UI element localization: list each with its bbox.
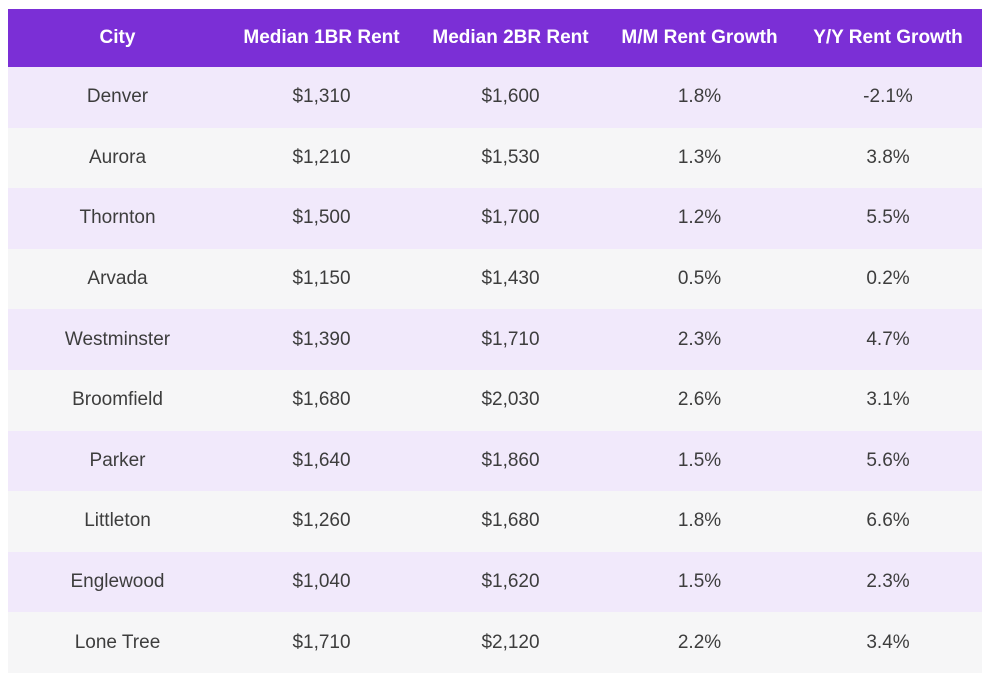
cell-median-2br-rent: $1,700: [481, 207, 540, 229]
cell-mm-rent-growth: 0.5%: [677, 268, 722, 290]
table-row: Englewood $1,040 $1,620 1.5% 2.3%: [8, 551, 982, 613]
cell-median-2br-rent: $1,430: [481, 268, 540, 290]
rent-table: City Median 1BR Rent Median 2BR Rent M/M Re…: [8, 9, 982, 673]
cell-yy-rent-growth: 4.7%: [866, 328, 910, 350]
cell-median-1br-rent: $1,260: [292, 510, 351, 532]
table-row: Aurora $1,210 $1,530 1.3% 3.8%: [8, 127, 982, 189]
cell-yy-rent-growth: 3.4%: [866, 631, 910, 653]
cell-median-2br-rent: $1,710: [481, 328, 540, 350]
cell-city: Arvada: [87, 268, 148, 290]
cell-city: Denver: [86, 86, 149, 108]
column-header-median-2br-rent: Median 2BR Rent: [432, 27, 589, 48]
table-row: Denver $1,310 $1,600 1.8% -2.1%: [8, 67, 982, 128]
rent-table-container: City Median 1BR Rent Median 2BR Rent M/M Re…: [8, 9, 982, 673]
cell-mm-rent-growth: 1.2%: [677, 207, 722, 229]
table-row: Thornton $1,500 $1,700 1.2% 5.5%: [8, 188, 982, 249]
cell-city: Lone Tree: [74, 631, 161, 653]
cell-median-2br-rent: $1,860: [481, 449, 540, 471]
cell-city: Parker: [89, 449, 146, 471]
cell-city: Broomfield: [72, 389, 163, 411]
cell-median-2br-rent: $1,530: [481, 146, 540, 168]
cell-yy-rent-growth: 3.8%: [866, 146, 910, 168]
header-row: City Median 1BR Rent Median 2BR Rent M/M Re…: [8, 9, 982, 67]
cell-mm-rent-growth: 1.8%: [677, 86, 722, 108]
cell-city: Aurora: [88, 146, 147, 168]
cell-median-1br-rent: $1,710: [292, 631, 351, 653]
table-row: Parker $1,640 $1,860 1.5% 5.6%: [8, 430, 982, 492]
column-header-median-1br-rent: Median 1BR Rent: [243, 27, 400, 48]
table-row: Westminster $1,390 $1,710 2.3% 4.7%: [8, 309, 982, 370]
table-row: Broomfield $1,680 $2,030 2.6% 3.1%: [8, 369, 982, 431]
cell-yy-rent-growth: 3.1%: [866, 389, 910, 411]
cell-mm-rent-growth: 1.8%: [677, 510, 722, 532]
cell-median-1br-rent: $1,150: [292, 268, 351, 290]
column-header-mm-rent-growth: M/M Rent Growth: [621, 27, 778, 48]
cell-median-1br-rent: $1,210: [292, 146, 351, 168]
cell-median-2br-rent: $2,030: [481, 389, 540, 411]
cell-city: Thornton: [79, 207, 156, 229]
column-header-city: City: [99, 27, 136, 48]
cell-mm-rent-growth: 2.3%: [677, 328, 722, 350]
table-row: Littleton $1,260 $1,680 1.8% 6.6%: [8, 491, 982, 552]
cell-median-2br-rent: $1,600: [481, 86, 540, 108]
column-header-yy-rent-growth: Y/Y Rent Growth: [813, 27, 963, 48]
cell-city: Littleton: [84, 510, 151, 532]
table-row: Lone Tree $1,710 $2,120 2.2% 3.4%: [8, 612, 982, 673]
cell-mm-rent-growth: 1.5%: [677, 571, 722, 593]
cell-yy-rent-growth: 5.6%: [866, 449, 910, 471]
cell-median-2br-rent: $1,680: [481, 510, 540, 532]
cell-yy-rent-growth: -2.1%: [863, 86, 913, 108]
table-body: Denver $1,310 $1,600 1.8% -2.1% Aurora $1,210 $…: [8, 67, 982, 673]
cell-mm-rent-growth: 1.3%: [677, 146, 722, 168]
cell-median-1br-rent: $1,310: [292, 86, 351, 108]
cell-median-1br-rent: $1,640: [292, 449, 351, 471]
table-row: Arvada $1,150 $1,430 0.5% 0.2%: [8, 248, 982, 310]
cell-median-2br-rent: $1,620: [481, 571, 540, 593]
cell-median-1br-rent: $1,680: [292, 389, 351, 411]
cell-mm-rent-growth: 2.6%: [677, 389, 722, 411]
cell-yy-rent-growth: 0.2%: [866, 268, 910, 290]
cell-city: Westminster: [64, 328, 171, 350]
table-header: City Median 1BR Rent Median 2BR Rent M/M Re…: [8, 9, 982, 67]
cell-mm-rent-growth: 1.5%: [677, 449, 722, 471]
cell-yy-rent-growth: 5.5%: [866, 207, 910, 229]
cell-median-1br-rent: $1,390: [292, 328, 351, 350]
cell-median-1br-rent: $1,040: [292, 571, 351, 593]
cell-yy-rent-growth: 2.3%: [866, 571, 910, 593]
cell-yy-rent-growth: 6.6%: [866, 510, 910, 532]
cell-mm-rent-growth: 2.2%: [677, 631, 722, 653]
cell-city: Englewood: [70, 571, 165, 593]
cell-median-1br-rent: $1,500: [292, 207, 351, 229]
cell-median-2br-rent: $2,120: [481, 631, 540, 653]
